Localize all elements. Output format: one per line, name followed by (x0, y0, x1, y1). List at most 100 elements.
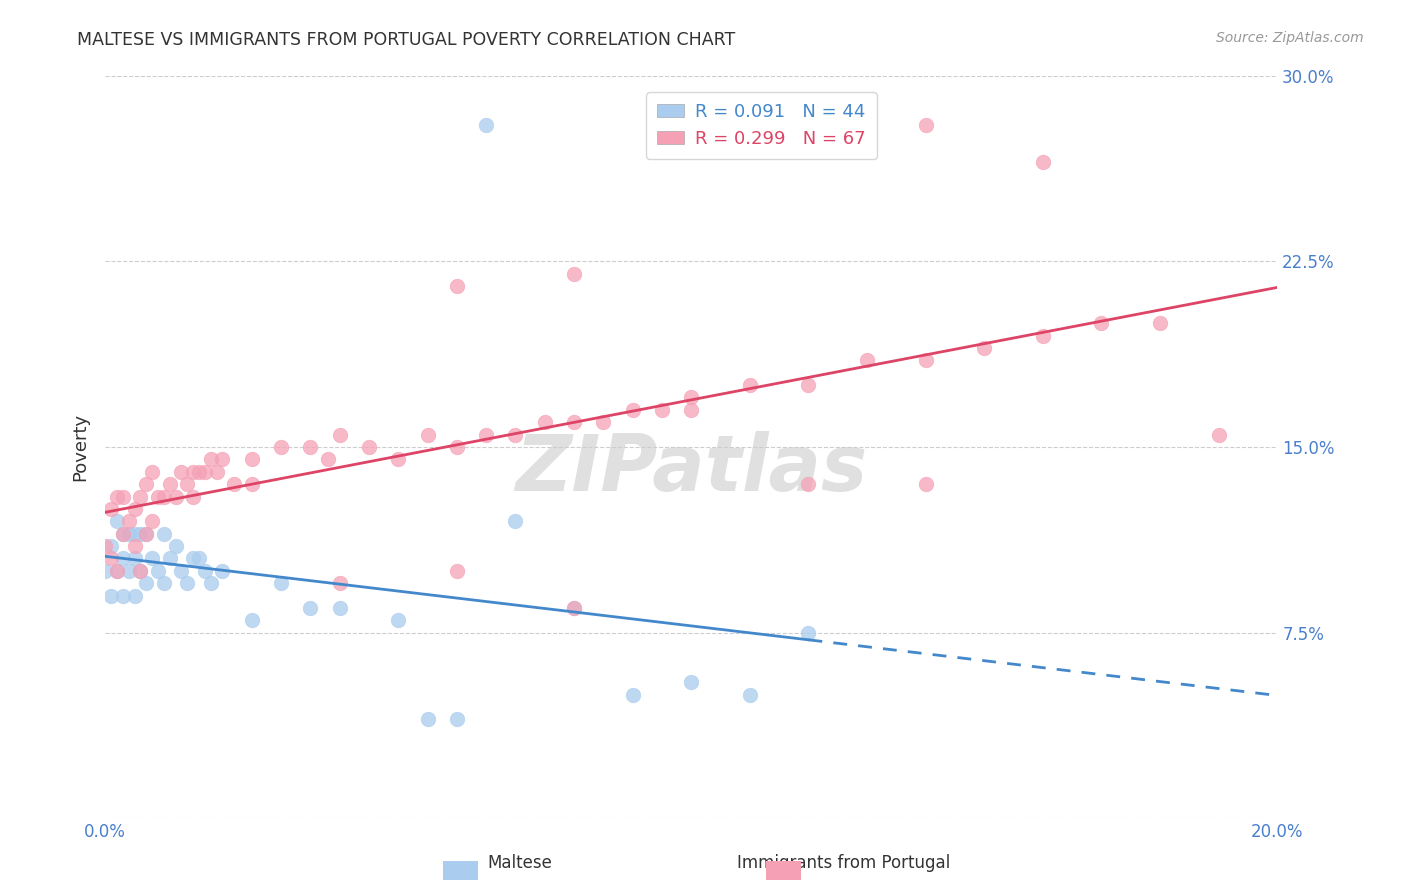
Point (914, 477, 936, 491)
Point (240, 452, 263, 467)
Point (146, 564, 169, 578)
Point (446, 713, 468, 727)
Point (165, 490, 187, 504)
Point (141, 551, 163, 566)
Point (973, 341, 995, 355)
Point (446, 279, 468, 293)
Point (1090, 316, 1112, 330)
Text: MALTESE VS IMMIGRANTS FROM PORTUGAL POVERTY CORRELATION CHART: MALTESE VS IMMIGRANTS FROM PORTUGAL POVE… (77, 31, 735, 49)
Point (681, 675, 703, 690)
Point (797, 378, 820, 392)
Point (475, 427, 498, 442)
Point (135, 576, 157, 591)
Point (105, 564, 128, 578)
Point (105, 514, 128, 528)
Point (562, 601, 585, 615)
Point (124, 539, 146, 553)
Point (1208, 427, 1230, 442)
Point (165, 539, 187, 553)
Point (240, 613, 263, 627)
Point (592, 415, 614, 429)
Point (105, 564, 128, 578)
Point (505, 427, 527, 442)
Point (124, 526, 146, 541)
Point (100, 589, 122, 603)
Point (562, 415, 585, 429)
Point (914, 353, 936, 368)
Point (681, 391, 703, 405)
Point (153, 490, 176, 504)
Point (176, 576, 198, 591)
Point (329, 427, 352, 442)
Point (141, 514, 163, 528)
Point (111, 551, 134, 566)
Point (159, 551, 181, 566)
Point (316, 452, 339, 467)
Point (124, 589, 146, 603)
Point (111, 526, 134, 541)
Point (135, 526, 157, 541)
Point (387, 452, 409, 467)
Point (329, 601, 352, 615)
Point (270, 576, 292, 591)
Point (681, 402, 703, 417)
Y-axis label: Poverty: Poverty (72, 413, 89, 481)
Point (94, 539, 117, 553)
Point (200, 576, 222, 591)
Point (562, 601, 585, 615)
Point (146, 490, 169, 504)
Point (118, 514, 141, 528)
Point (738, 688, 761, 702)
Text: Source: ZipAtlas.com: Source: ZipAtlas.com (1216, 31, 1364, 45)
Point (562, 267, 585, 281)
Point (357, 440, 380, 454)
Point (181, 465, 204, 479)
Point (129, 526, 152, 541)
Point (797, 477, 820, 491)
Point (105, 490, 128, 504)
Point (135, 477, 157, 491)
Point (153, 526, 176, 541)
Point (100, 539, 122, 553)
Point (224, 477, 246, 491)
Point (299, 440, 322, 454)
Point (118, 526, 141, 541)
Point (205, 465, 228, 479)
Point (181, 490, 204, 504)
Point (416, 713, 439, 727)
Point (1032, 155, 1054, 169)
Point (188, 551, 211, 566)
Point (505, 514, 527, 528)
Point (621, 688, 644, 702)
Point (211, 564, 233, 578)
Point (181, 551, 204, 566)
Text: Maltese: Maltese (488, 855, 553, 872)
Point (111, 589, 134, 603)
Point (270, 440, 292, 454)
Point (1032, 328, 1054, 343)
Point (176, 477, 198, 491)
Point (129, 564, 152, 578)
Point (100, 551, 122, 566)
Point (329, 576, 352, 591)
Point (170, 465, 193, 479)
Point (387, 613, 409, 627)
Point (153, 576, 176, 591)
Point (129, 564, 152, 578)
Point (159, 477, 181, 491)
Text: Immigrants from Portugal: Immigrants from Portugal (737, 855, 950, 872)
Point (194, 564, 217, 578)
Point (797, 625, 820, 640)
Point (124, 551, 146, 566)
Point (914, 118, 936, 132)
Point (135, 526, 157, 541)
Point (1149, 316, 1171, 330)
Point (188, 465, 211, 479)
Point (118, 564, 141, 578)
Point (475, 118, 498, 132)
Point (446, 440, 468, 454)
Point (170, 564, 193, 578)
Point (738, 378, 761, 392)
Point (129, 490, 152, 504)
Point (533, 415, 555, 429)
